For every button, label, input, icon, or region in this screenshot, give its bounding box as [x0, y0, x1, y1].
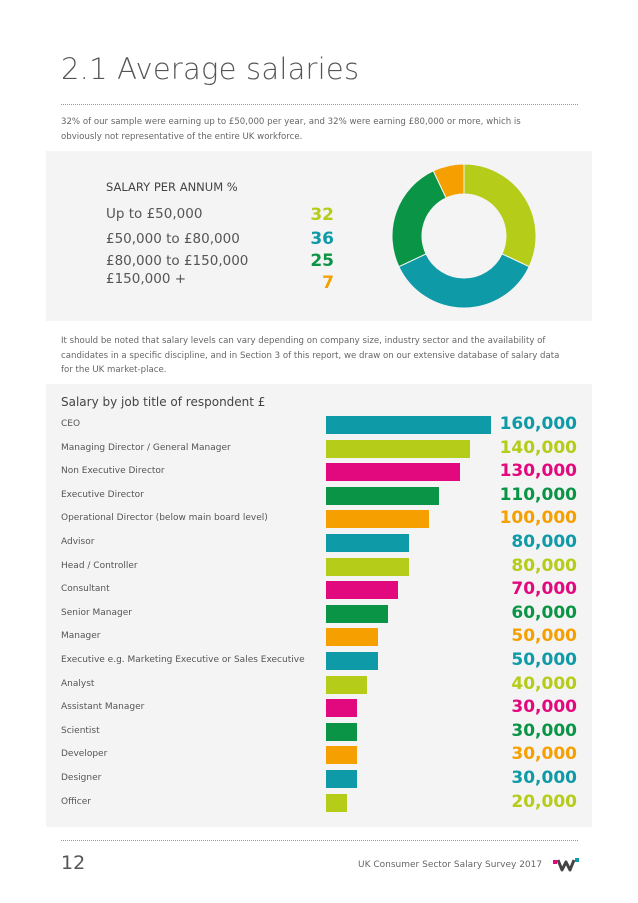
job-title-label: Assistant Manager — [61, 702, 145, 713]
salary-donut-chart — [391, 163, 537, 309]
salary-bar — [326, 793, 347, 812]
job-title-label: Executive e.g. Marketing Executive or Sa… — [61, 655, 305, 665]
donut-slice — [391, 170, 447, 268]
salary-value-label: 70,000 — [511, 579, 577, 600]
job-title-label: Designer — [61, 773, 102, 783]
salary-value-label: 40,000 — [511, 673, 577, 694]
salary-value-label: 110,000 — [499, 484, 577, 505]
salary-bar — [326, 557, 409, 576]
job-title-label: Scientist — [61, 725, 100, 736]
donut-slice — [398, 253, 530, 309]
salary-bar — [326, 534, 409, 552]
job-title-label: Senior Manager — [61, 607, 132, 618]
note-text: It should be noted that salary levels ca… — [61, 336, 560, 375]
salary-value-label: 50,000 — [511, 650, 577, 670]
job-title-label: Non Executive Director — [61, 466, 165, 477]
salary-heading: SALARY PER ANNUM % — [106, 180, 238, 194]
salary-bar — [326, 652, 378, 670]
salary-row-label: £50,000 to £80,000 — [106, 231, 240, 247]
job-title-label: Head / Controller — [61, 560, 138, 571]
salary-value-label: 30,000 — [511, 720, 577, 741]
salary-row-label: Up to £50,000 — [106, 206, 203, 222]
salary-bar — [326, 675, 368, 694]
job-title-label: Executive Director — [61, 489, 144, 500]
job-title-label: Operational Director (below main board l… — [61, 513, 268, 524]
page-number: 12 — [61, 852, 86, 874]
salary-bar — [326, 770, 357, 788]
job-title-label: Manager — [61, 631, 101, 642]
page-title: 2.1 Average salaries — [61, 52, 360, 86]
salary-row-value: 25 — [310, 251, 334, 271]
job-title-label: Managing Director / General Manager — [61, 442, 231, 453]
job-title-label: Consultant — [61, 584, 110, 595]
job-title-label: Advisor — [61, 537, 95, 547]
salary-bar — [326, 416, 491, 434]
salary-bar — [326, 463, 461, 482]
job-title-label: Analyst — [61, 678, 95, 689]
job-salary-panel — [46, 384, 592, 827]
salary-value-label: 30,000 — [511, 768, 577, 788]
salary-row-label: £150,000 + — [106, 271, 187, 287]
salary-bar — [326, 486, 440, 505]
donut-slice — [432, 163, 465, 199]
salary-value-label: 30,000 — [511, 697, 577, 718]
salary-value-label: 160,000 — [499, 414, 577, 434]
salary-bar — [326, 439, 471, 458]
salary-value-label: 100,000 — [499, 508, 577, 529]
job-title-label: Developer — [61, 749, 108, 760]
salary-value-label: 50,000 — [511, 626, 577, 647]
salary-value-label: 80,000 — [511, 555, 577, 576]
footer-divider — [61, 840, 578, 841]
salary-value-label: 20,000 — [511, 791, 577, 812]
chart-title: Salary by job title of respondent £ — [61, 395, 266, 409]
salary-bar — [326, 581, 399, 600]
salary-row-value: 36 — [310, 229, 334, 249]
salary-bar — [326, 699, 357, 718]
footer-text: UK Consumer Sector Salary Survey 2017 — [358, 860, 543, 870]
divider — [61, 104, 578, 105]
donut-slice — [463, 163, 537, 268]
salary-value-label: 80,000 — [511, 532, 577, 552]
job-title-label: CEO — [61, 419, 81, 429]
intro-text: 32% of our sample were earning up to £50… — [61, 117, 521, 142]
salary-bar — [326, 604, 388, 623]
company-logo-icon — [553, 858, 579, 872]
salary-bar — [326, 722, 357, 741]
salary-row-label: £80,000 to £150,000 — [106, 253, 249, 269]
job-title-label: Officer — [61, 796, 91, 807]
salary-value-label: 60,000 — [511, 602, 577, 623]
salary-value-label: 130,000 — [499, 461, 577, 482]
salary-row-value: 32 — [310, 205, 334, 225]
salary-bar — [326, 746, 357, 765]
salary-row-value: 7 — [322, 273, 334, 293]
salary-bar — [326, 628, 378, 647]
salary-bar — [326, 510, 430, 529]
salary-value-label: 140,000 — [499, 437, 577, 458]
salary-value-label: 30,000 — [511, 744, 577, 765]
